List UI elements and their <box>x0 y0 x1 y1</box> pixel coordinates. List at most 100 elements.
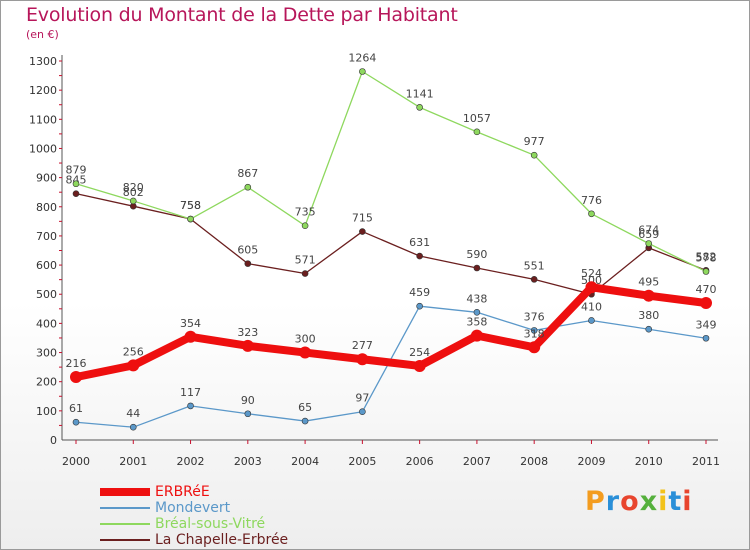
data-label-la-chapelle-erbree: 715 <box>352 212 373 225</box>
legend-swatch <box>100 539 150 541</box>
data-label-erbree: 300 <box>295 333 316 346</box>
x-tick-label: 2011 <box>692 455 720 468</box>
x-tick-label: 2004 <box>291 455 319 468</box>
data-point-la-chapelle-erbree <box>301 270 309 277</box>
data-label-mondevert: 90 <box>241 394 255 407</box>
data-label-erbree: 470 <box>696 283 717 296</box>
x-tick-label: 2005 <box>348 455 376 468</box>
y-tick-label: 1000 <box>29 142 57 155</box>
data-label-breal-sous-vitre: 977 <box>524 135 545 148</box>
x-tick-label: 2010 <box>635 455 663 468</box>
data-point-erbree <box>528 341 541 354</box>
y-tick-label: 1300 <box>29 55 57 68</box>
data-point-erbree <box>127 359 140 372</box>
data-label-breal-sous-vitre: 820 <box>123 181 144 194</box>
data-point-la-chapelle-erbree <box>244 260 252 267</box>
data-point-breal-sous-vitre <box>301 222 309 230</box>
y-tick-label: 0 <box>50 434 57 447</box>
data-label-erbree: 318 <box>524 327 545 340</box>
data-label-breal-sous-vitre: 1264 <box>348 51 376 64</box>
data-label-erbree: 277 <box>352 339 373 352</box>
data-label-mondevert: 376 <box>524 310 545 323</box>
data-label-la-chapelle-erbree: 590 <box>466 248 487 261</box>
legend-label: ERBRéE <box>155 484 210 500</box>
x-tick-label: 2003 <box>234 455 262 468</box>
data-point-breal-sous-vitre <box>129 197 137 205</box>
data-label-erbree: 358 <box>466 316 487 329</box>
data-point-breal-sous-vitre <box>359 68 366 75</box>
data-label-mondevert: 438 <box>466 292 487 305</box>
data-point-erbree <box>700 296 712 309</box>
data-point-breal-sous-vitre <box>187 215 194 223</box>
data-point-erbree <box>642 289 655 302</box>
data-label-mondevert: 117 <box>180 386 201 399</box>
data-label-erbree: 323 <box>237 326 258 339</box>
y-tick-label: 300 <box>36 347 57 360</box>
series-line-la-chapelle-erbree <box>75 192 707 295</box>
data-point-mondevert <box>702 334 710 342</box>
data-label-mondevert: 410 <box>581 300 602 313</box>
data-point-breal-sous-vitre <box>416 104 423 111</box>
y-tick-label: 400 <box>36 317 57 330</box>
chart-subtitle: (en €) <box>26 28 59 41</box>
y-tick-label: 200 <box>36 376 57 389</box>
data-point-erbree <box>356 353 369 366</box>
data-point-mondevert <box>72 418 80 426</box>
data-point-la-chapelle-erbree <box>530 276 538 283</box>
x-tick-label: 2002 <box>177 455 205 468</box>
data-label-la-chapelle-erbree: 571 <box>295 254 316 267</box>
data-label-la-chapelle-erbree: 659 <box>638 228 659 241</box>
data-point-mondevert <box>301 417 309 425</box>
data-label-breal-sous-vitre: 867 <box>237 167 258 180</box>
data-point-mondevert <box>645 325 653 333</box>
data-point-mondevert <box>187 402 194 410</box>
legend-swatch <box>100 523 150 525</box>
data-point-breal-sous-vitre <box>645 240 653 247</box>
data-label-la-chapelle-erbree: 605 <box>237 244 258 257</box>
series-line-erbree <box>72 283 710 382</box>
x-tick-label: 2009 <box>577 455 605 468</box>
data-label-erbree: 495 <box>638 276 659 289</box>
data-point-erbree <box>585 281 598 294</box>
x-tick-label: 2006 <box>406 455 434 468</box>
data-label-breal-sous-vitre: 674 <box>638 224 659 237</box>
data-label-breal-sous-vitre: 1057 <box>463 112 491 125</box>
data-point-breal-sous-vitre <box>702 268 710 275</box>
y-tick-label: 100 <box>36 405 57 418</box>
x-tick-label: 2007 <box>463 455 491 468</box>
data-point-erbree <box>470 329 483 342</box>
data-label-breal-sous-vitre: 776 <box>581 194 602 207</box>
data-point-mondevert <box>129 423 137 431</box>
legend-label: Mondevert <box>155 500 231 516</box>
legend-label: Bréal-sous-Vitré <box>155 516 266 532</box>
data-point-mondevert <box>588 317 595 324</box>
data-label-la-chapelle-erbree: 845 <box>66 174 87 187</box>
x-tick-label: 2000 <box>62 455 90 468</box>
series-line-breal-sous-vitre <box>75 70 707 273</box>
y-tick-label: 900 <box>36 172 57 185</box>
data-label-mondevert: 97 <box>355 392 369 405</box>
x-tick-label: 2008 <box>520 455 548 468</box>
data-label-erbree: 524 <box>581 267 602 280</box>
data-label-mondevert: 459 <box>409 286 430 299</box>
data-label-erbree: 354 <box>180 317 201 330</box>
data-label-erbree: 256 <box>123 345 144 358</box>
data-point-erbree <box>413 359 426 372</box>
data-point-breal-sous-vitre <box>72 180 80 188</box>
data-point-mondevert <box>530 327 538 334</box>
legend-swatch <box>100 488 150 496</box>
data-label-mondevert: 61 <box>69 402 83 415</box>
data-label-breal-sous-vitre: 735 <box>295 206 316 219</box>
y-tick-label: 700 <box>36 230 57 243</box>
data-label-mondevert: 44 <box>126 407 140 420</box>
data-point-la-chapelle-erbree <box>416 252 423 260</box>
data-label-mondevert: 65 <box>298 401 312 414</box>
data-point-la-chapelle-erbree <box>473 264 481 272</box>
data-point-erbree <box>70 371 82 384</box>
data-label-mondevert: 349 <box>696 318 717 331</box>
data-label-la-chapelle-erbree: 758 <box>180 199 201 212</box>
legend-label: La Chapelle-Erbrée <box>155 532 289 548</box>
data-point-breal-sous-vitre <box>244 183 252 191</box>
